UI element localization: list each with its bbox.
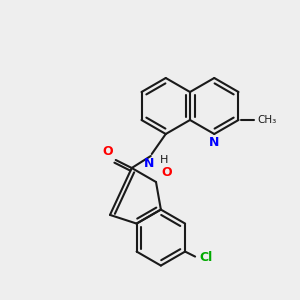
Text: O: O bbox=[161, 166, 172, 179]
Text: N: N bbox=[209, 136, 219, 149]
Text: H: H bbox=[160, 155, 168, 165]
Text: N: N bbox=[143, 157, 154, 170]
Text: Cl: Cl bbox=[199, 251, 212, 264]
Text: CH₃: CH₃ bbox=[257, 115, 277, 125]
Text: O: O bbox=[102, 145, 113, 158]
